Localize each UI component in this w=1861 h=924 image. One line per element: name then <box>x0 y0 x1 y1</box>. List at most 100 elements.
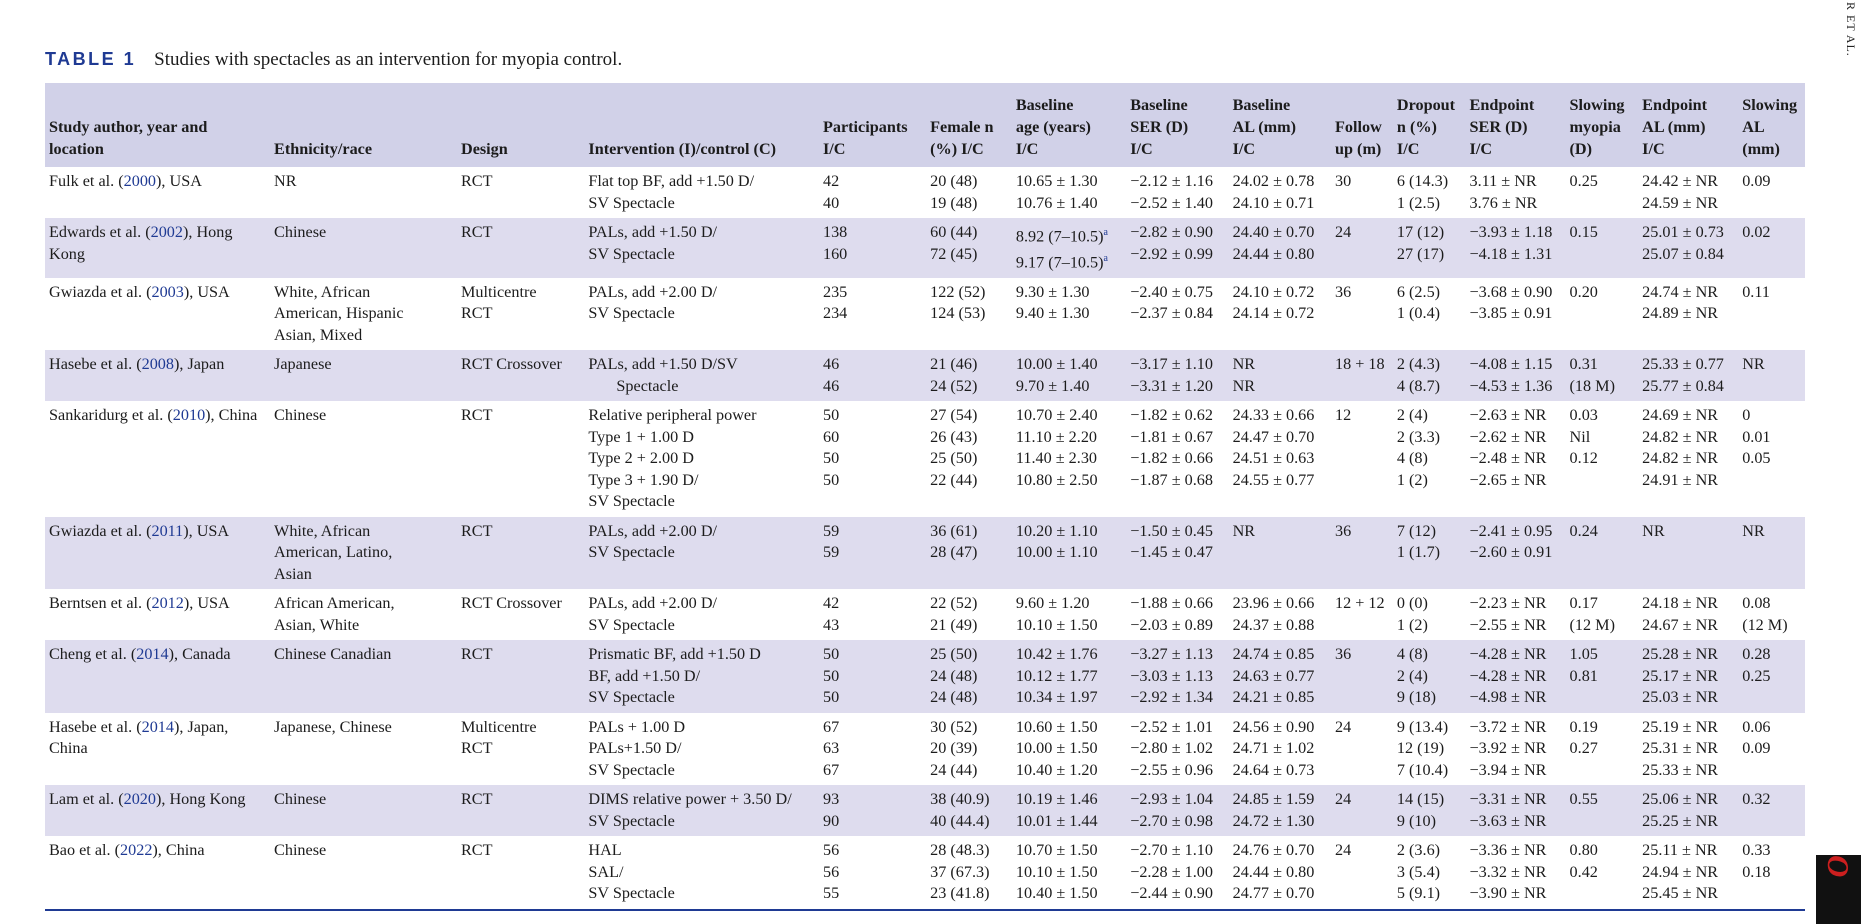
study-year-link[interactable]: 2000 <box>123 172 157 190</box>
female-value: 23 (41.8) <box>930 883 1008 905</box>
column-header-line: I/C <box>1396 140 1420 158</box>
end-ser-value: −2.41 ± 0.95 <box>1470 521 1562 543</box>
dropout-value: 6 (2.5) <box>1397 282 1462 304</box>
cell-text: White, African <box>274 282 371 301</box>
dropout-value: 12 (19) <box>1397 738 1462 760</box>
study-author: Hasebe et al. ( <box>49 355 142 374</box>
intervention-value: Type 1 + 1.00 D <box>588 427 815 449</box>
study-year-link[interactable]: 2011 <box>151 521 184 540</box>
end-al-cell: 25.33 ± 0.77 25.77 ± 0.84 <box>1638 350 1738 401</box>
participants-cell: 42 40 <box>819 167 926 218</box>
slow-myopia-cell: 0.03 Nil 0.12 <box>1566 401 1639 517</box>
cell-text: 0.06 <box>1742 717 1771 736</box>
intervention-value: Type 3 + 1.90 D/ <box>588 470 815 492</box>
design-value: RCT <box>461 303 580 325</box>
end-ser-value: −2.62 ± NR <box>1470 427 1562 449</box>
design-value: RCT Crossover <box>461 593 580 615</box>
age-cell: 10.65 ± 1.30 10.76 ± 1.40 <box>1012 167 1126 218</box>
cell-text: 63 <box>822 739 840 758</box>
cell-text: 10.10 ± 1.50 <box>1015 615 1098 634</box>
cell-text: 24.64 ± 0.73 <box>1232 760 1315 779</box>
cell-text: 25.07 ± 0.84 <box>1642 244 1724 263</box>
cell-text: −2.92 ± 0.99 <box>1130 244 1213 263</box>
column-header: Participants I/C <box>819 83 926 167</box>
study-cell: Fulk et al. (2000), USA <box>45 167 270 218</box>
column-header: Dropout n (%) I/C <box>1393 83 1466 167</box>
footnote-marker[interactable]: a <box>1103 227 1108 238</box>
study-location: ), China <box>205 406 258 425</box>
age-value: 10.80 ± 2.50 <box>1016 470 1122 492</box>
al-value: NR <box>1233 376 1327 398</box>
design-cell: Multicentre RCT <box>457 278 584 351</box>
end-al-value: 25.06 ± NR <box>1642 789 1734 811</box>
cell-text: 9.17 (7–10.5) <box>1015 253 1104 272</box>
design-cell: Multicentre RCT <box>457 713 584 786</box>
intervention-value: Prismatic BF, add +1.50 D <box>588 644 815 666</box>
study-year-link[interactable]: 2003 <box>151 282 184 301</box>
female-value: 24 (48) <box>930 687 1008 709</box>
ser-value: −2.37 ± 0.84 <box>1130 303 1224 325</box>
ser-value: −2.70 ± 0.98 <box>1130 811 1224 833</box>
study-year-link[interactable]: 2022 <box>120 841 153 860</box>
dropout-value: 1 (0.4) <box>1397 303 1462 325</box>
cell-text: 24.74 ± NR <box>1642 282 1719 301</box>
slow-al-cell: NR <box>1738 517 1805 590</box>
study-year-link[interactable]: 2020 <box>123 790 156 809</box>
table-row: Gwiazda et al. (2011), USA White, African… <box>45 516 1805 590</box>
end-ser-cell: −3.31 ± NR −3.63 ± NR <box>1466 785 1566 836</box>
cell-text: 24.77 ± 0.70 <box>1232 884 1315 903</box>
slow-al-cell: NR <box>1738 350 1805 401</box>
study-year-link[interactable]: 2008 <box>141 355 174 374</box>
slow-myopia-cell: 0.17 (12 M) <box>1566 589 1639 640</box>
cell-text: −3.36 ± NR <box>1469 841 1547 860</box>
footnote-marker[interactable]: a <box>1103 252 1108 264</box>
slow-myopia-value: 0.20 <box>1570 282 1635 304</box>
study-year-link[interactable]: 2012 <box>151 594 184 613</box>
column-header-line: myopia <box>1569 118 1621 136</box>
cell-text: −3.31 ± NR <box>1469 790 1547 809</box>
cell-text: 38 (40.9) <box>930 790 990 809</box>
cell-text: 122 (52) <box>930 282 986 301</box>
age-value: 9.17 (7–10.5)a <box>1016 248 1122 274</box>
slow-myopia-cell: 0.31 (18 M) <box>1566 350 1639 401</box>
design-value: RCT <box>461 789 580 811</box>
cell-text: White, African <box>274 521 371 540</box>
slow-al-cell: 0.06 0.09 <box>1738 713 1805 786</box>
dropout-value: 2 (3.3) <box>1397 427 1462 449</box>
cell-text: 24.42 ± NR <box>1642 172 1719 190</box>
cell-text: 60 <box>822 427 840 446</box>
follow-cell: 30 <box>1331 167 1393 218</box>
study-location: ), USA <box>183 521 230 540</box>
cell-text: 24.10 ± 0.71 <box>1232 193 1315 212</box>
age-value: 11.10 ± 2.20 <box>1016 427 1122 449</box>
table-label: TABLE 1 <box>45 49 137 69</box>
cell-text: 50 <box>822 688 840 707</box>
cell-text: 2 (3.3) <box>1396 427 1441 446</box>
study-year-link[interactable]: 2014 <box>136 645 169 664</box>
cell-text: 24.14 ± 0.72 <box>1232 304 1315 323</box>
participants-value: 46 <box>823 354 922 376</box>
intervention-value: PALs, add +1.50 D/SV <box>588 354 815 376</box>
cell-text: 90 <box>822 811 840 830</box>
age-value: 9.60 ± 1.20 <box>1016 593 1122 615</box>
cell-text: 24.85 ± 1.59 <box>1232 790 1315 809</box>
study-author: Sankaridurg et al. ( <box>49 406 173 425</box>
study-year-link[interactable]: 2010 <box>172 406 206 425</box>
cell-text: 0 (0) <box>1396 594 1428 613</box>
study-year-link[interactable]: 2014 <box>141 717 174 736</box>
cell-text: −2.63 ± NR <box>1469 406 1547 425</box>
cell-text: 0.09 <box>1742 739 1771 758</box>
cell-text: 27 (54) <box>930 406 978 425</box>
slow-myopia-cell: 0.19 0.27 <box>1566 713 1639 786</box>
cell-text: −3.03 ± 1.13 <box>1130 666 1213 685</box>
cell-text: Chinese <box>274 223 327 241</box>
cell-text: 24 (52) <box>930 376 978 395</box>
al-value: 24.74 ± 0.85 <box>1233 644 1327 666</box>
table-row: Sankaridurg et al. (2010), China Chinese R… <box>45 401 1805 517</box>
cell-text: −2.55 ± 0.96 <box>1130 760 1213 779</box>
slow-al-value: 0.18 <box>1742 862 1801 884</box>
end-ser-cell: −3.36 ± NR −3.32 ± NR −3.90 ± NR <box>1466 836 1566 910</box>
participants-value: 60 <box>823 427 922 449</box>
ser-cell: −2.40 ± 0.75 −2.37 ± 0.84 <box>1126 278 1228 351</box>
study-year-link[interactable]: 2002 <box>150 223 183 241</box>
